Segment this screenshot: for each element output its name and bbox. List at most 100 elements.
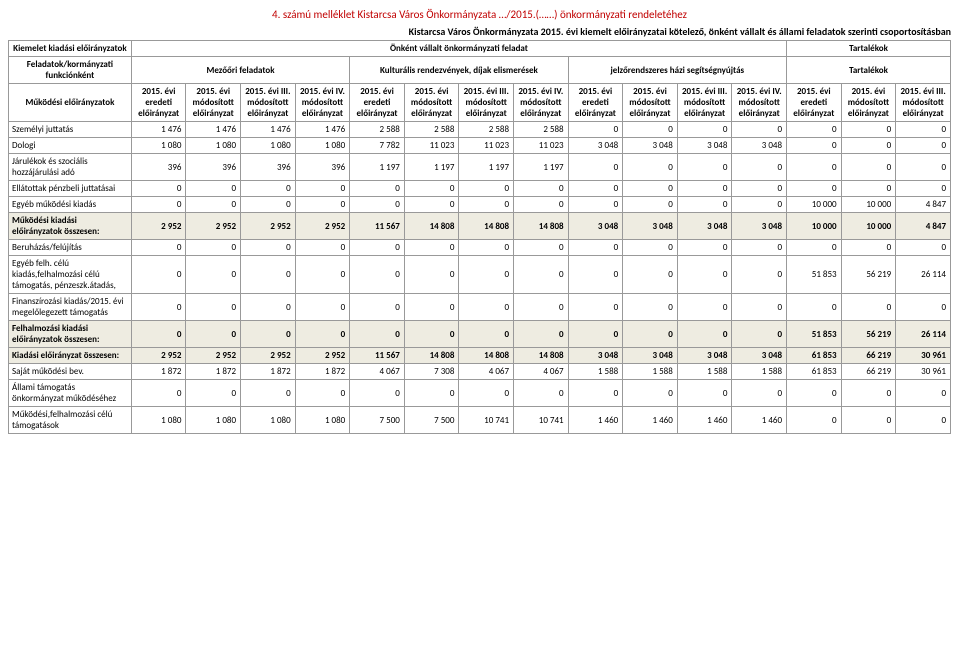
col-g2-c4: 2015. évi IV. módosított előirányzat [514, 84, 569, 122]
cell-value: 2 588 [404, 122, 459, 138]
col-g1-c3: 2015. évi III. módosított előirányzat [241, 84, 296, 122]
row-label: Egyéb működési kiadás [9, 197, 132, 213]
table-row: Működési,felhalmozási célú támogatások 1 … [9, 407, 951, 434]
cell-value: 0 [186, 256, 241, 294]
cell-value: 0 [295, 240, 350, 256]
cell-value: 11 023 [459, 138, 514, 154]
cell-value: 2 952 [186, 213, 241, 240]
cell-value: 0 [677, 197, 732, 213]
row-label: Kiadási előirányzat összesen: [9, 348, 132, 364]
col-g1-c4: 2015. évi IV. módosított előirányzat [295, 84, 350, 122]
cell-value: 0 [295, 256, 350, 294]
row-label: Egyéb felh. célú kiadás,felhalmozási cél… [9, 256, 132, 294]
cell-value: 0 [131, 240, 186, 256]
table-row: Állami támogatás önkormányzat működéséhe… [9, 380, 951, 407]
cell-value: 0 [841, 407, 896, 434]
cell-value: 0 [350, 181, 405, 197]
cell-value: 0 [677, 154, 732, 181]
cell-value: 0 [732, 181, 787, 197]
cell-value: 66 219 [841, 348, 896, 364]
cell-value: 0 [787, 154, 842, 181]
cell-value: 0 [131, 321, 186, 348]
header-row-1: Kiemelet kiadási előirányzatok Önként vá… [9, 41, 951, 57]
cell-value: 1 588 [732, 364, 787, 380]
cell-value: 0 [677, 240, 732, 256]
cell-value: 0 [732, 240, 787, 256]
cell-value: 1 872 [186, 364, 241, 380]
cell-value: 0 [404, 181, 459, 197]
table-row: Működési kiadási előirányzatok összesen:… [9, 213, 951, 240]
cell-value: 1 872 [131, 364, 186, 380]
header-row-3: Működési előirányzatok 2015. évi eredeti… [9, 84, 951, 122]
cell-value: 0 [459, 321, 514, 348]
row3-left: Működési előirányzatok [9, 84, 132, 122]
cell-value: 14 808 [404, 348, 459, 364]
cell-value: 0 [787, 138, 842, 154]
cell-value: 3 048 [732, 138, 787, 154]
cell-value: 3 048 [677, 213, 732, 240]
cell-value: 61 853 [787, 364, 842, 380]
cell-value: 0 [623, 122, 678, 138]
cell-value: 1 080 [295, 407, 350, 434]
cell-value: 1 476 [186, 122, 241, 138]
cell-value: 14 808 [459, 213, 514, 240]
top-mid-cell: Önként vállalt önkormányzati feladat [131, 41, 786, 57]
row-label: Működési,felhalmozási célú támogatások [9, 407, 132, 434]
cell-value: 0 [732, 321, 787, 348]
cell-value: 1 872 [295, 364, 350, 380]
cell-value: 396 [186, 154, 241, 181]
cell-value: 2 588 [514, 122, 569, 138]
cell-value: 51 853 [787, 321, 842, 348]
cell-value: 0 [787, 240, 842, 256]
cell-value: 396 [131, 154, 186, 181]
cell-value: 10 000 [787, 213, 842, 240]
cell-value: 0 [459, 380, 514, 407]
cell-value: 11 567 [350, 348, 405, 364]
cell-value: 0 [241, 240, 296, 256]
cell-value: 0 [732, 122, 787, 138]
cell-value: 0 [896, 294, 951, 321]
cell-value: 0 [787, 122, 842, 138]
cell-value: 0 [514, 240, 569, 256]
col-g3-c4: 2015. évi IV. módosított előirányzat [732, 84, 787, 122]
header-row-2: Feladatok/kormányzati funkciónként Mezőő… [9, 57, 951, 84]
row-label: Állami támogatás önkormányzat működéséhe… [9, 380, 132, 407]
row-label: Felhalmozási kiadási előirányzatok össze… [9, 321, 132, 348]
row-label: Járulékok és szociális hozzájárulási adó [9, 154, 132, 181]
cell-value: 0 [677, 294, 732, 321]
cell-value: 0 [896, 122, 951, 138]
cell-value: 3 048 [623, 138, 678, 154]
cell-value: 56 219 [841, 256, 896, 294]
top-right-cell: Tartalékok [787, 41, 951, 57]
cell-value: 0 [841, 181, 896, 197]
cell-value: 1 476 [241, 122, 296, 138]
cell-value: 3 048 [732, 213, 787, 240]
table-row: Beruházás/felújítás000000000000000 [9, 240, 951, 256]
cell-value: 0 [896, 407, 951, 434]
cell-value: 51 853 [787, 256, 842, 294]
cell-value: 1 080 [131, 138, 186, 154]
cell-value: 0 [131, 197, 186, 213]
cell-value: 0 [896, 240, 951, 256]
group4-header: Tartalékok [787, 57, 951, 84]
cell-value: 1 588 [623, 364, 678, 380]
cell-value: 0 [677, 181, 732, 197]
cell-value: 0 [241, 256, 296, 294]
cell-value: 0 [732, 294, 787, 321]
cell-value: 0 [295, 294, 350, 321]
cell-value: 0 [896, 138, 951, 154]
cell-value: 0 [186, 380, 241, 407]
cell-value: 0 [241, 380, 296, 407]
col-g2-c1: 2015. évi eredeti előirányzat [350, 84, 405, 122]
cell-value: 2 952 [295, 213, 350, 240]
cell-value: 0 [787, 181, 842, 197]
cell-value: 7 500 [350, 407, 405, 434]
col-g2-c3: 2015. évi III. módosított előirányzat [459, 84, 514, 122]
cell-value: 4 067 [459, 364, 514, 380]
cell-value: 0 [623, 240, 678, 256]
cell-value: 0 [131, 181, 186, 197]
cell-value: 11 567 [350, 213, 405, 240]
cell-value: 0 [350, 197, 405, 213]
cell-value: 3 048 [568, 138, 623, 154]
cell-value: 7 782 [350, 138, 405, 154]
